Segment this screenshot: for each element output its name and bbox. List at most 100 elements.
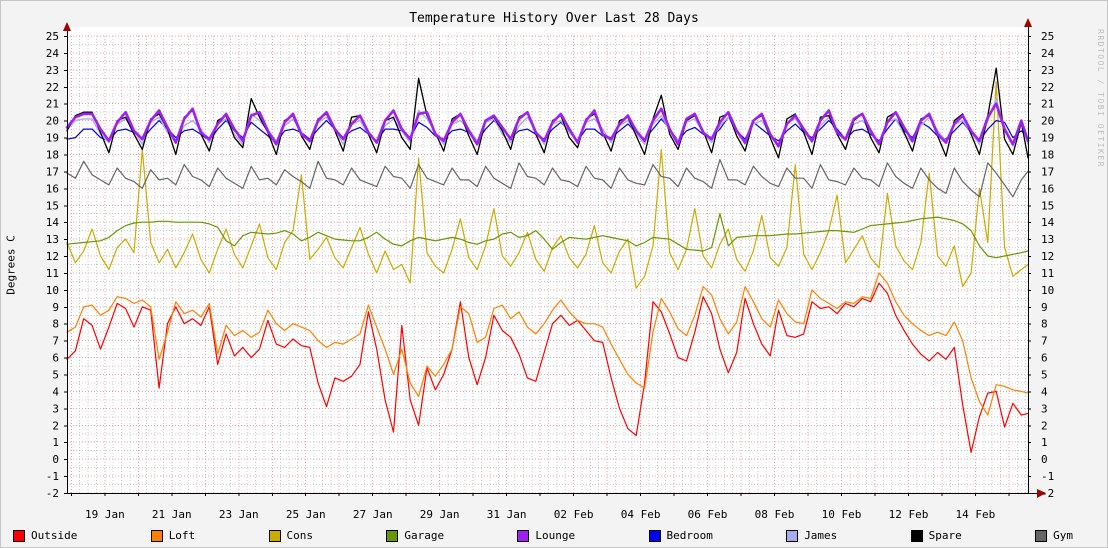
- legend-label: Bedroom: [666, 529, 713, 542]
- series-line-garage: [66, 213, 1029, 259]
- legend-item-cons: Cons: [268, 529, 314, 542]
- y-tick-label-left: 7: [52, 335, 59, 348]
- right-axis-arrow-icon: [1024, 18, 1032, 27]
- y-tick-label-right: 16: [1041, 182, 1054, 195]
- legend-item-gym: Gym: [1035, 529, 1073, 542]
- y-tick-label-left: 0: [52, 453, 59, 466]
- y-tick-label-right: 20: [1041, 115, 1054, 128]
- y-tick-label-right: 18: [1041, 148, 1054, 161]
- x-tick-label: 25 Jan: [286, 508, 326, 521]
- legend-label: Cons: [286, 529, 314, 542]
- plot-canvas: [67, 27, 1028, 493]
- y-tick-label-right: 2: [1041, 419, 1048, 432]
- y-tick-label-left: 23: [46, 64, 59, 77]
- legend-swatch-garage: [386, 529, 399, 542]
- legend-swatch-james: [786, 529, 799, 542]
- y-tick-label-right: 1: [1041, 436, 1048, 449]
- y-tick-label-right: 17: [1041, 165, 1054, 178]
- y-tick-label-left: 14: [46, 216, 60, 229]
- series-line-loft: [66, 272, 1029, 416]
- y-tick-label-left: 4: [52, 385, 59, 398]
- y-tick-label-right: 25: [1041, 30, 1054, 43]
- y-tick-label-right: 19: [1041, 132, 1054, 145]
- y-tick-label-left: 13: [46, 233, 59, 246]
- y-tick-label-right: 7: [1041, 335, 1048, 348]
- x-tick-label: 29 Jan: [420, 508, 460, 521]
- y-tick-label-right: 0: [1041, 453, 1048, 466]
- series-line-cons: [66, 81, 1029, 289]
- y-tick-label-left: -1: [46, 470, 59, 483]
- y-tick-label-left: 15: [46, 199, 59, 212]
- y-tick-label-right: 23: [1041, 64, 1054, 77]
- y-tick-label-left: 6: [52, 352, 59, 365]
- y-tick-label-left: 11: [46, 267, 59, 280]
- legend-swatch-lounge: [517, 529, 530, 542]
- legend-swatch-loft: [150, 529, 163, 542]
- y-tick-label-left: 22: [46, 81, 59, 94]
- legend-label: James: [804, 529, 838, 542]
- legend-item-outside: Outside: [13, 529, 77, 542]
- x-tick-label: 27 Jan: [353, 508, 393, 521]
- y-tick-label-right: 5: [1041, 369, 1048, 382]
- x-tick-label: 19 Jan: [85, 508, 125, 521]
- y-tick-label-left: 8: [52, 318, 59, 331]
- legend-label: Outside: [31, 529, 78, 542]
- series-line-lounge: [65, 102, 1030, 148]
- x-tick-label: 04 Feb: [621, 508, 661, 521]
- x-tick-label: 14 Feb: [956, 508, 996, 521]
- y-tick-label-left: 19: [46, 132, 59, 145]
- y-tick-label-left: 9: [52, 301, 59, 314]
- legend-item-james: James: [786, 529, 837, 542]
- y-tick-label-right: 9: [1041, 301, 1048, 314]
- legend-swatch-gym: [1035, 529, 1048, 542]
- y-tick-label-right: 12: [1041, 250, 1054, 263]
- series-line-gym: [66, 159, 1029, 198]
- left-axis-arrow-icon: [63, 22, 71, 31]
- y-tick-label-left: 12: [46, 250, 59, 263]
- x-tick-label: 21 Jan: [152, 508, 192, 521]
- y-tick-label-right: 13: [1041, 233, 1054, 246]
- x-tick-label: 02 Feb: [554, 508, 594, 521]
- legend-label: Gym: [1053, 529, 1073, 542]
- y-tick-label-left: 24: [46, 47, 60, 60]
- x-axis-arrow-icon: [1037, 489, 1046, 498]
- series-line-spare: [66, 67, 1029, 159]
- x-tick-label: 12 Feb: [889, 508, 929, 521]
- y-tick-label-left: 3: [52, 402, 59, 415]
- legend-label: Spare: [928, 529, 962, 542]
- y-tick-label-right: 10: [1041, 284, 1054, 297]
- y-tick-label-left: 25: [46, 30, 59, 43]
- y-tick-label-right: 11: [1041, 267, 1054, 280]
- legend-swatch-spare: [910, 529, 923, 542]
- series-line-outside: [66, 282, 1029, 453]
- y-tick-label-left: 21: [46, 98, 59, 111]
- x-tick-label: 08 Feb: [755, 508, 795, 521]
- y-tick-label-left: 18: [46, 148, 59, 161]
- y-tick-label-right: 21: [1041, 98, 1054, 111]
- legend-label: Garage: [404, 529, 445, 542]
- legend-item-spare: Spare: [910, 529, 962, 542]
- y-tick-label-right: -1: [1041, 470, 1054, 483]
- legend-swatch-outside: [13, 529, 25, 542]
- legend-item-bedroom: Bedroom: [648, 529, 713, 542]
- legend-swatch-cons: [268, 529, 281, 542]
- y-tick-label-left: 20: [46, 115, 59, 128]
- y-tick-label-left: -2: [46, 487, 59, 500]
- y-tick-label-left: 1: [52, 436, 59, 449]
- y-tick-label-right: 6: [1041, 352, 1048, 365]
- legend-label: Loft: [168, 529, 196, 542]
- y-tick-label-left: 17: [46, 165, 59, 178]
- y-tick-label-left: 10: [46, 284, 59, 297]
- y-tick-label-right: 4: [1041, 385, 1048, 398]
- x-tick-label: 31 Jan: [487, 508, 527, 521]
- y-tick-label-right: -2: [1041, 487, 1054, 500]
- x-tick-label: 23 Jan: [219, 508, 259, 521]
- legend-item-garage: Garage: [386, 529, 444, 542]
- y-tick-label-right: 3: [1041, 402, 1048, 415]
- y-tick-label-right: 15: [1041, 199, 1054, 212]
- y-tick-label-right: 24: [1041, 47, 1055, 60]
- rrdtool-watermark: RRDTOOL / TOBI OETIKER: [1096, 29, 1105, 168]
- x-tick-label: 10 Feb: [822, 508, 862, 521]
